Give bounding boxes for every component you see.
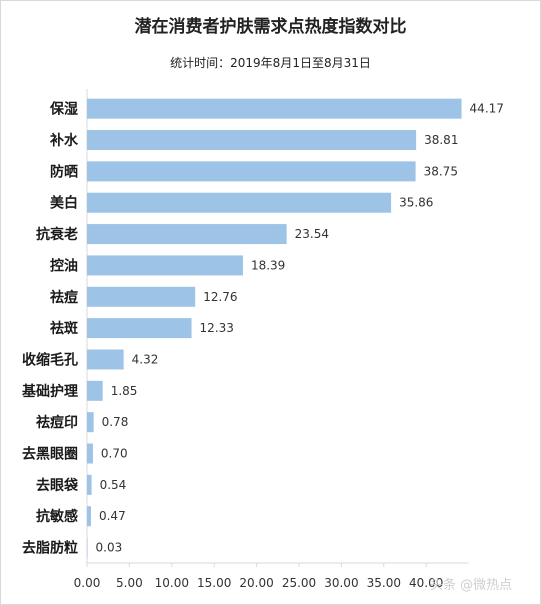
value-label: 23.54 [295, 227, 329, 241]
category-label: 收缩毛孔 [22, 351, 78, 368]
value-label: 44.17 [470, 102, 504, 116]
chart-title: 潜在消费者护肤需求点热度指数对比 [134, 17, 407, 37]
category-label: 抗衰老 [36, 226, 78, 243]
category-label: 基础护理 [22, 383, 78, 400]
bar [87, 130, 417, 151]
bar [87, 380, 103, 401]
x-tick-label: 20.00 [239, 576, 273, 590]
bar [87, 318, 192, 339]
watermark: 头条 @微热点 [430, 578, 513, 593]
bar [87, 255, 243, 276]
x-tick-label: 10.00 [155, 576, 189, 590]
value-label: 12.76 [203, 290, 237, 304]
value-label: 38.75 [424, 164, 458, 178]
value-label: 12.33 [200, 321, 234, 335]
x-tick-label: 30.00 [324, 576, 358, 590]
value-label: 0.70 [101, 447, 128, 461]
category-label: 抗敏感 [36, 508, 78, 525]
bar [87, 537, 88, 558]
bar [87, 192, 392, 213]
category-label: 美白 [50, 195, 78, 212]
x-tick-label: 40.00 [409, 576, 443, 590]
value-label: 35.86 [399, 196, 433, 210]
chart-subtitle: 统计时间：2019年8月1日至8月31日 [170, 56, 371, 70]
value-label: 0.03 [96, 541, 123, 555]
value-label: 18.39 [251, 258, 285, 272]
bar [87, 98, 462, 119]
category-label: 控油 [50, 257, 78, 274]
x-tick-label: 35.00 [367, 576, 401, 590]
category-label: 祛痘印 [35, 414, 78, 431]
value-label: 0.54 [100, 478, 127, 492]
x-tick-label: 5.00 [116, 576, 143, 590]
category-label: 防晒 [50, 163, 78, 180]
category-label: 保湿 [49, 101, 78, 118]
bar [87, 443, 93, 464]
bar [87, 349, 124, 370]
category-label: 补水 [49, 132, 79, 149]
bar [87, 286, 196, 307]
bar [87, 412, 94, 433]
value-label: 1.85 [111, 384, 138, 398]
value-label: 4.32 [132, 352, 159, 366]
value-label: 38.81 [424, 133, 458, 147]
category-label: 去眼袋 [36, 477, 79, 494]
category-label: 祛痘 [49, 289, 78, 306]
value-label: 0.78 [102, 415, 129, 429]
category-label: 去黑眼圈 [22, 446, 78, 463]
bar [87, 506, 91, 527]
category-label: 祛斑 [49, 320, 78, 337]
bar [87, 474, 92, 495]
bar [87, 161, 416, 182]
x-tick-label: 25.00 [282, 576, 316, 590]
x-tick-label: 15.00 [197, 576, 231, 590]
x-tick-label: 0.00 [74, 576, 101, 590]
category-label: 去脂肪粒 [22, 540, 78, 557]
bar [87, 224, 287, 245]
value-label: 0.47 [99, 509, 126, 523]
